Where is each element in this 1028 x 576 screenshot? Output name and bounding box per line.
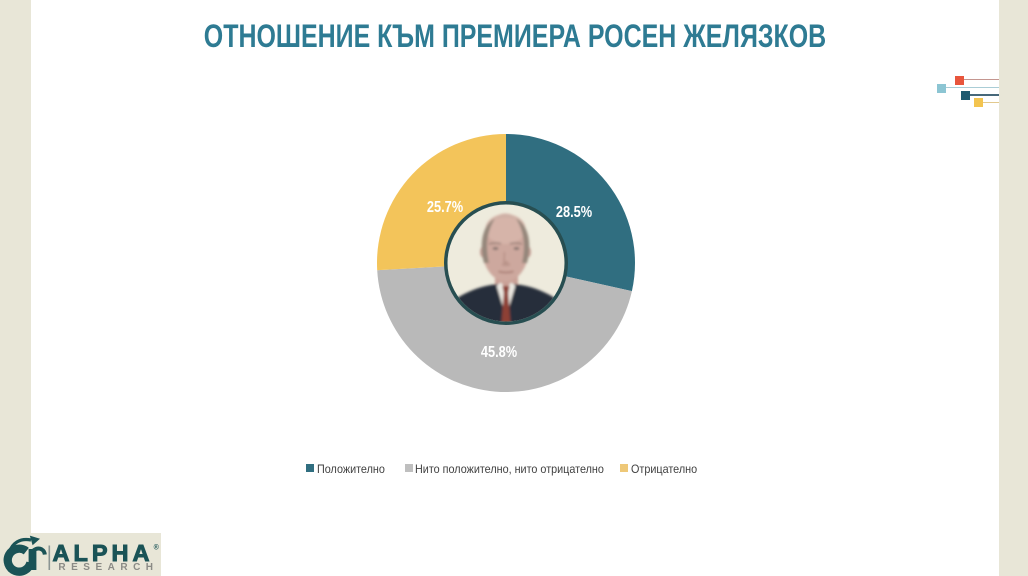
svg-text:®: ® (154, 544, 160, 552)
svg-text:ALPHA: ALPHA (53, 540, 154, 566)
svg-text:RESEARCH: RESEARCH (58, 562, 158, 573)
